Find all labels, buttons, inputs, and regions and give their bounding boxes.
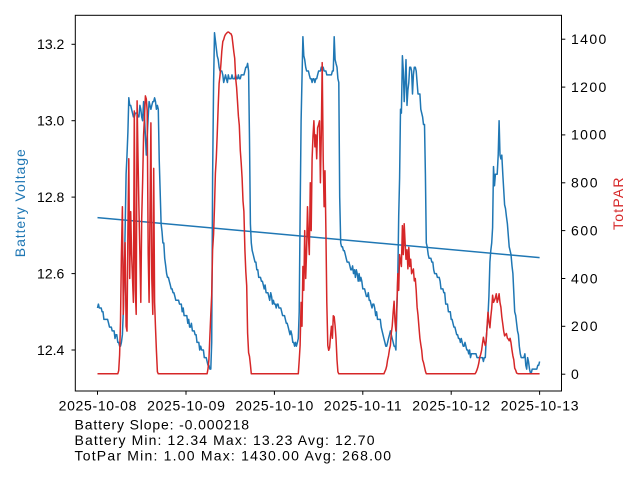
svg-text:2025-10-09: 2025-10-09 xyxy=(147,397,225,413)
svg-text:13.0: 13.0 xyxy=(37,113,64,129)
svg-text:1400: 1400 xyxy=(571,31,607,47)
svg-text:200: 200 xyxy=(571,318,598,334)
svg-text:2025-10-10: 2025-10-10 xyxy=(236,397,314,413)
svg-text:Battery Min: 12.34 Max: 13.23: Battery Min: 12.34 Max: 13.23 Avg: 12.70 xyxy=(75,432,375,448)
svg-text:2025-10-11: 2025-10-11 xyxy=(324,397,402,413)
svg-text:1200: 1200 xyxy=(571,79,607,95)
svg-text:13.2: 13.2 xyxy=(37,36,64,52)
svg-text:12.6: 12.6 xyxy=(37,265,64,281)
svg-text:600: 600 xyxy=(571,222,598,238)
svg-text:0: 0 xyxy=(571,366,579,382)
svg-text:TotPAR: TotPAR xyxy=(610,177,626,230)
svg-text:Battery Slope: -0.000218: Battery Slope: -0.000218 xyxy=(75,416,250,432)
svg-text:12.4: 12.4 xyxy=(37,342,64,358)
svg-text:Battery Voltage: Battery Voltage xyxy=(12,149,28,257)
svg-text:2025-10-08: 2025-10-08 xyxy=(59,397,137,413)
svg-text:800: 800 xyxy=(571,175,598,191)
svg-text:TotPar Min: 1.00 Max: 1430.00: TotPar Min: 1.00 Max: 1430.00 Avg: 268.0… xyxy=(75,447,392,463)
svg-text:12.8: 12.8 xyxy=(37,189,64,205)
svg-text:400: 400 xyxy=(571,270,598,286)
svg-text:2025-10-12: 2025-10-12 xyxy=(412,397,490,413)
svg-text:2025-10-13: 2025-10-13 xyxy=(501,397,579,413)
svg-text:1000: 1000 xyxy=(571,127,607,143)
